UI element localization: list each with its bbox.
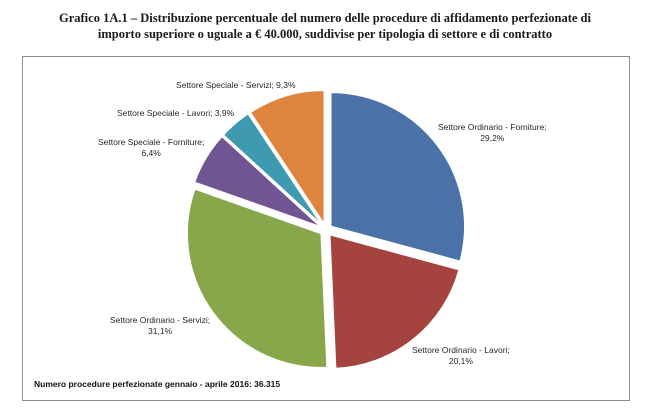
label-speciale-lavori: Settore Speciale - Lavori; 3,9% xyxy=(117,108,234,119)
label-ordinario-lavori: Settore Ordinario - Lavori; 20,1% xyxy=(412,345,510,367)
label-speciale-servizi: Settore Speciale - Servizi; 9,3% xyxy=(176,80,296,91)
label-speciale-forniture: Settore Speciale - Forniture; 6,4% xyxy=(98,137,204,159)
label-speciale-forniture-value: 6,4% xyxy=(141,148,161,158)
pie-slice-settore-speciale-lavori xyxy=(222,112,323,226)
label-ordinario-forniture-name: Settore Ordinario - Forniture; xyxy=(438,122,547,132)
pie-slice-settore-ordinario-servizi xyxy=(186,188,328,369)
label-speciale-lavori-name: Settore Speciale - Lavori xyxy=(117,108,211,118)
pie-slice-settore-ordinario-forniture xyxy=(330,91,466,263)
chart-title-line-1: Grafico 1A.1 – Distribuzione percentuale… xyxy=(58,11,591,25)
label-speciale-forniture-name: Settore Speciale - Forniture; xyxy=(98,137,205,147)
chart-title-line-2: importo superiore o uguale a € 40.000, s… xyxy=(97,27,553,41)
pie-slice-settore-ordinario-lavori xyxy=(328,233,461,370)
label-speciale-servizi-text: Settore Speciale - Servizi; 9,3% xyxy=(176,80,296,90)
label-ordinario-servizi-name: Settore Ordinario - Servizi; xyxy=(110,315,211,325)
label-ordinario-servizi-value: 31,1% xyxy=(148,326,173,336)
pie-slice-settore-speciale-forniture xyxy=(193,135,322,228)
label-speciale-lavori-text: Settore Speciale - Lavori; 3,9% xyxy=(117,108,235,118)
label-speciale-lavori-value: 3,9% xyxy=(214,108,235,118)
pie-slice-settore-speciale-servizi xyxy=(249,89,326,227)
label-ordinario-lavori-value: 20,1% xyxy=(448,356,473,366)
label-ordinario-forniture: Settore Ordinario - Forniture; 29,2% xyxy=(438,122,547,144)
label-speciale-servizi-name: Settore Speciale - Servizi xyxy=(176,80,272,90)
footnote: Numero procedure perfezionate gennaio - … xyxy=(34,379,281,389)
chart-title: Grafico 1A.1 – Distribuzione percentuale… xyxy=(0,10,650,42)
label-ordinario-forniture-value: 29,2% xyxy=(480,133,505,143)
label-ordinario-servizi: Settore Ordinario - Servizi; 31,1% xyxy=(110,315,210,337)
label-ordinario-lavori-name: Settore Ordinario - Lavori; xyxy=(412,345,510,355)
label-speciale-servizi-value: 9,3% xyxy=(276,80,296,90)
